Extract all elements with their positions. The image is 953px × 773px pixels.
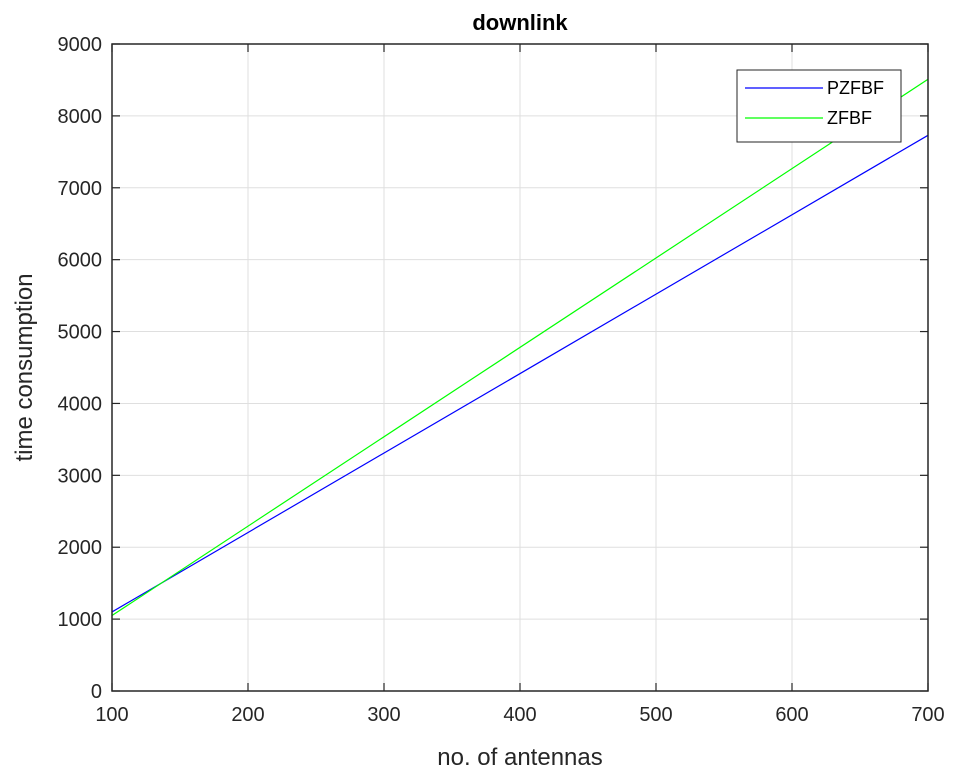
x-tick-label: 700	[911, 704, 944, 726]
legend-label: PZFBF	[827, 78, 884, 98]
y-tick-label: 4000	[58, 393, 103, 415]
legend-box	[736, 69, 902, 143]
chart-title: downlink	[472, 10, 568, 35]
x-tick-label: 200	[231, 704, 264, 726]
x-tick-label: 600	[775, 704, 808, 726]
y-tick-label: 0	[91, 681, 102, 703]
series-line-zfbf	[111, 78, 929, 617]
x-tick-label: 100	[95, 704, 128, 726]
y-axis-label: time consumption	[11, 273, 38, 461]
y-tick-label: 9000	[58, 34, 103, 56]
y-tick-label: 5000	[58, 322, 103, 344]
x-tick-label: 500	[639, 704, 672, 726]
y-tick-label: 2000	[58, 537, 103, 559]
legend: PZFBF ZFBF	[736, 69, 902, 143]
series-layer	[111, 78, 929, 617]
y-tick-label: 1000	[58, 609, 103, 631]
y-tick-label: 7000	[58, 178, 103, 200]
legend-label: ZFBF	[827, 108, 872, 128]
x-tick-label: 400	[503, 704, 536, 726]
y-tick-label: 3000	[58, 465, 103, 487]
ticks: 100 200 300 400 500 600 7000100020003000400050…	[58, 34, 945, 726]
y-tick-label: 6000	[58, 250, 103, 272]
series-line-pzfbf	[111, 134, 929, 613]
x-axis-label: no. of antennas	[437, 744, 602, 771]
x-tick-label: 300	[367, 704, 400, 726]
y-tick-label: 8000	[58, 106, 103, 128]
